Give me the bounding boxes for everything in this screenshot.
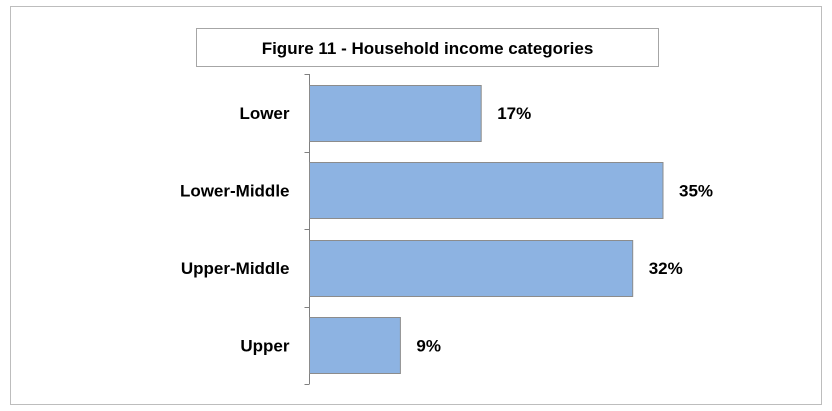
category-label: Lower-Middle: [180, 181, 290, 200]
category-label: Upper: [240, 336, 290, 355]
bar-chart: Figure 11 - Household income categories …: [180, 28, 713, 385]
chart-title-box: [196, 28, 659, 67]
bar-lower: [309, 85, 482, 142]
chart-title-group: Figure 11 - Household income categories: [196, 28, 659, 67]
chart-frame: Figure 11 - Household income categories …: [10, 6, 822, 405]
category-labels: Lower Lower-Middle Upper-Middle Upper: [180, 104, 290, 356]
y-axis-ticks: [304, 74, 310, 385]
bars-group: [309, 85, 664, 374]
value-label: 35%: [679, 181, 713, 200]
bar-upper-middle: [309, 240, 634, 297]
value-label: 17%: [497, 104, 531, 123]
bar-upper: [309, 317, 401, 374]
bar-lower-middle: [309, 162, 664, 219]
category-label: Lower: [239, 104, 289, 123]
category-label: Upper-Middle: [181, 259, 290, 278]
value-label: 9%: [416, 336, 441, 355]
chart-title: Figure 11 - Household income categories: [262, 39, 594, 58]
value-labels: 17% 35% 32% 9%: [416, 104, 713, 356]
value-label: 32%: [649, 259, 683, 278]
